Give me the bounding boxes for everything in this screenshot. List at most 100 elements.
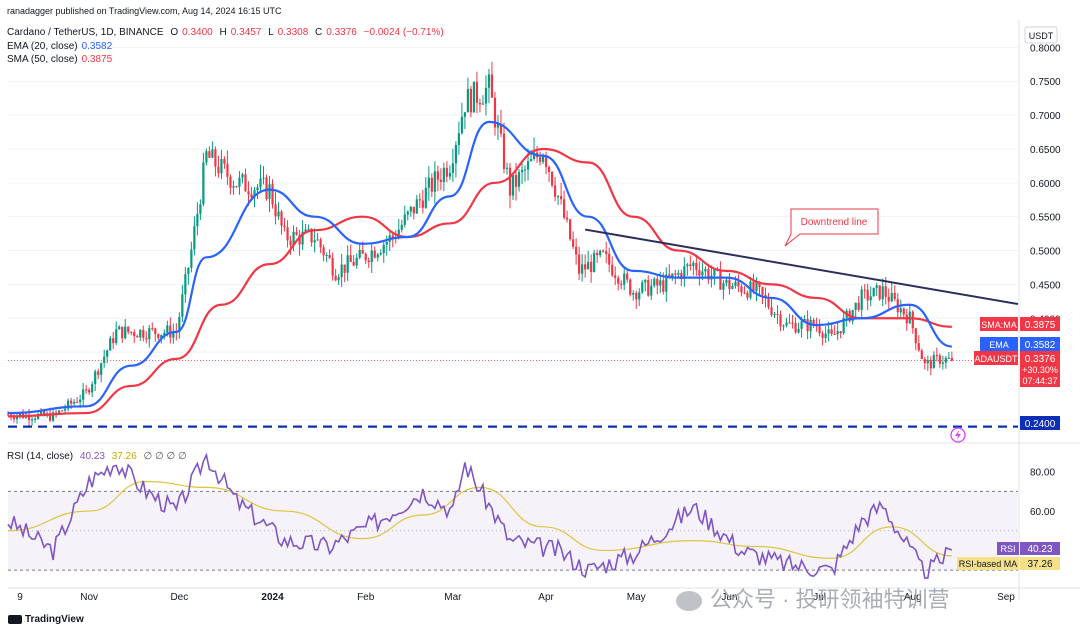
candle-body-161 (490, 74, 494, 98)
candle-body-89 (274, 204, 277, 217)
candle-body-248 (752, 281, 755, 291)
svg-text:+30.30%: +30.30% (1022, 365, 1058, 375)
candle-body-72 (223, 159, 226, 164)
candle-body-286 (866, 289, 869, 301)
candle-body-226 (686, 264, 689, 267)
candle-body-74 (229, 176, 232, 188)
candle-body-282 (854, 302, 857, 310)
candle-body-160 (487, 74, 491, 88)
candle-body-26 (85, 389, 88, 391)
candle-body-57 (178, 316, 181, 333)
candle-body-60 (187, 267, 190, 275)
candle-body-156 (475, 81, 479, 103)
candle-body-302 (914, 328, 917, 344)
candle-body-194 (590, 261, 593, 272)
candle-body-7 (27, 414, 31, 421)
candle-body-48 (151, 328, 154, 330)
candle-body-93 (286, 227, 289, 241)
candle-body-63 (196, 213, 199, 227)
candle-body-262 (794, 322, 797, 333)
candle-body-304 (920, 350, 923, 360)
candle-body-55 (172, 331, 175, 338)
candle-body-98 (301, 231, 304, 245)
candle-body-137 (418, 199, 421, 201)
candle-body-233 (707, 269, 710, 280)
candle-body-294 (890, 292, 893, 302)
candle-body-9 (33, 418, 37, 420)
candle-body-144 (439, 179, 442, 183)
candle-body-123 (376, 254, 379, 258)
candle-body-230 (698, 269, 701, 276)
svg-text:0.3376: 0.3376 (1025, 354, 1056, 365)
candle-body-281 (851, 309, 854, 322)
candle-body-84 (259, 178, 262, 188)
candle-body-111 (340, 264, 343, 278)
candle-body-29 (94, 371, 97, 385)
candle-body-293 (887, 296, 890, 302)
candle-body-210 (638, 292, 641, 300)
candle-body-222 (674, 273, 677, 275)
candle-body-212 (644, 279, 647, 283)
candle-body-101 (310, 228, 313, 243)
time-label-10: Aug (904, 592, 922, 603)
candle-body-164 (499, 124, 503, 134)
candle-body-115 (352, 261, 355, 266)
candle-body-145 (442, 167, 445, 183)
publisher-line: ranadagger published on TradingView.com,… (7, 6, 282, 16)
candle-body-139 (424, 187, 427, 208)
candle-body-182 (553, 185, 557, 197)
candle-body-106 (325, 254, 328, 256)
candle-body-122 (373, 250, 376, 258)
candle-body-142 (433, 171, 436, 192)
candle-body-214 (650, 285, 653, 296)
candle-body-18 (61, 410, 64, 412)
candle-body-28 (91, 384, 94, 393)
watermark: 公众号 · 投研领袖特训营 (676, 582, 950, 614)
candle-body-83 (256, 187, 259, 191)
flash-icon[interactable] (950, 427, 966, 443)
candle-body-130 (397, 229, 400, 239)
candle-body-295 (893, 292, 896, 300)
candle-body-174 (529, 158, 533, 162)
candle-body-180 (547, 167, 551, 172)
candle-body-255 (773, 313, 776, 315)
time-label-2: Dec (170, 592, 188, 603)
candle-body-312 (944, 357, 947, 363)
candle-body-138 (421, 200, 424, 208)
svg-text:ADAUSDT: ADAUSDT (974, 354, 1018, 364)
candle-body-287 (869, 296, 872, 301)
candle-body-15 (51, 412, 55, 421)
candle-body-75 (232, 186, 235, 188)
rsi-ma-line (7, 480, 952, 559)
time-label-4: Feb (357, 592, 375, 603)
candle-body-80 (247, 191, 250, 195)
candle-body-70 (217, 166, 220, 174)
candle-body-298 (902, 308, 905, 315)
candle-body-135 (412, 206, 415, 214)
svg-text:0.3875: 0.3875 (1025, 320, 1056, 331)
candle-body-94 (289, 240, 292, 245)
candle-body-199 (605, 251, 608, 254)
candle-body-82 (253, 190, 256, 198)
currency-button[interactable]: USDT (1024, 26, 1058, 44)
candle-body-285 (863, 289, 866, 291)
candle-body-35 (112, 338, 115, 344)
candle-body-241 (731, 285, 734, 289)
rsi-lines (7, 452, 1018, 579)
candle-body-20 (67, 400, 70, 409)
candle-body-58 (181, 294, 184, 317)
candle-body-249 (755, 282, 758, 291)
candle-body-36 (115, 329, 118, 344)
candle-body-244 (740, 286, 743, 293)
candle-body-292 (884, 286, 887, 297)
candle-body-62 (193, 226, 196, 250)
candle-body-25 (82, 389, 85, 400)
svg-text:0.3582: 0.3582 (1025, 340, 1056, 351)
candle-body-183 (556, 196, 560, 198)
candle-body-39 (124, 326, 127, 339)
candle-body-95 (292, 231, 295, 245)
candle-body-170 (517, 172, 521, 187)
sma-tag: SMA:MA 0.3875 (980, 317, 1060, 331)
candle-body-221 (671, 273, 674, 278)
